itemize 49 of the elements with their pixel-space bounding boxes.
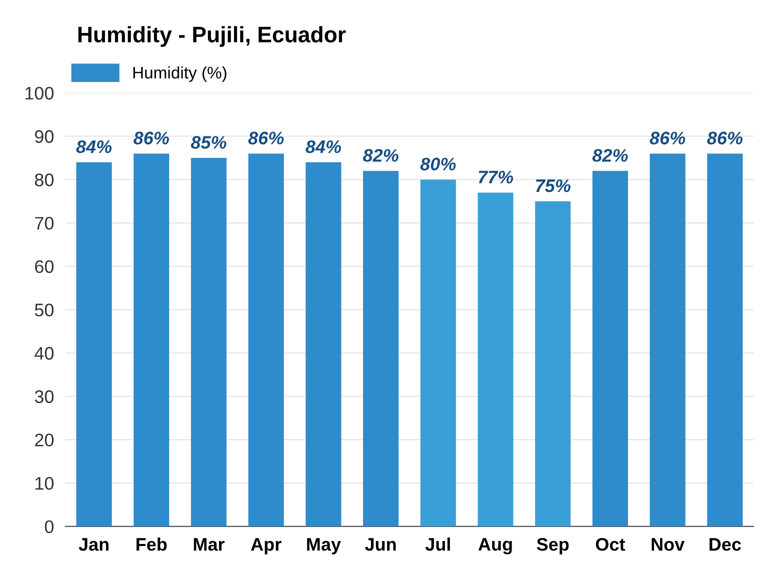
x-tick-label: May <box>307 538 341 554</box>
x-tick-label: Jul <box>425 538 450 551</box>
bar <box>478 192 514 526</box>
bar <box>363 170 399 526</box>
x-tick-label: Jun <box>365 538 396 551</box>
bar <box>76 162 112 526</box>
x-tick-label: Aug <box>478 538 512 554</box>
bar <box>535 201 571 526</box>
y-tick-label: 80 <box>34 174 54 186</box>
y-tick-label: 0 <box>44 520 54 534</box>
y-tick-label: 50 <box>34 304 54 316</box>
bar <box>134 154 170 526</box>
data-label: 85% <box>190 136 226 149</box>
y-tick-label: 20 <box>35 434 54 446</box>
data-label: 86% <box>650 132 686 144</box>
legend-label: Humidity (%) <box>133 66 226 82</box>
data-label: 82% <box>592 149 628 162</box>
x-tick-label: Feb <box>136 538 167 551</box>
x-tick-label: Nov <box>652 538 685 551</box>
y-tick-label: 100 <box>26 86 54 100</box>
data-label: 86% <box>248 132 284 144</box>
y-tick-label: 40 <box>34 346 54 360</box>
x-tick-label: Oct <box>596 538 626 551</box>
y-tick-label: 30 <box>34 390 54 404</box>
x-tick-label: Jan <box>78 538 108 551</box>
data-label: 84% <box>76 140 112 154</box>
chart-title: Humidity - Pujili, Ecuador <box>78 26 346 47</box>
data-label: 86% <box>134 132 169 144</box>
y-tick-label: 60 <box>35 260 54 274</box>
data-label: 84% <box>306 140 342 154</box>
x-tick-label: Dec <box>710 538 741 551</box>
bar <box>306 162 342 526</box>
data-label: 80% <box>420 158 456 170</box>
data-label: 86% <box>707 132 743 144</box>
x-tick-label: Mar <box>194 538 225 551</box>
bar <box>707 154 743 526</box>
bar <box>650 154 686 526</box>
x-tick-label: Apr <box>251 538 282 554</box>
data-label: 82% <box>362 149 398 162</box>
x-tick-label: Sep <box>536 538 569 554</box>
data-label: 75% <box>536 179 570 192</box>
y-tick-label: 10 <box>36 476 54 490</box>
bar <box>190 158 227 526</box>
y-tick-label: 70 <box>35 216 54 230</box>
bar <box>592 170 628 526</box>
bar <box>420 180 456 526</box>
data-label: 77% <box>478 170 514 184</box>
y-tick-label: 90 <box>35 130 54 143</box>
bar <box>248 154 284 526</box>
